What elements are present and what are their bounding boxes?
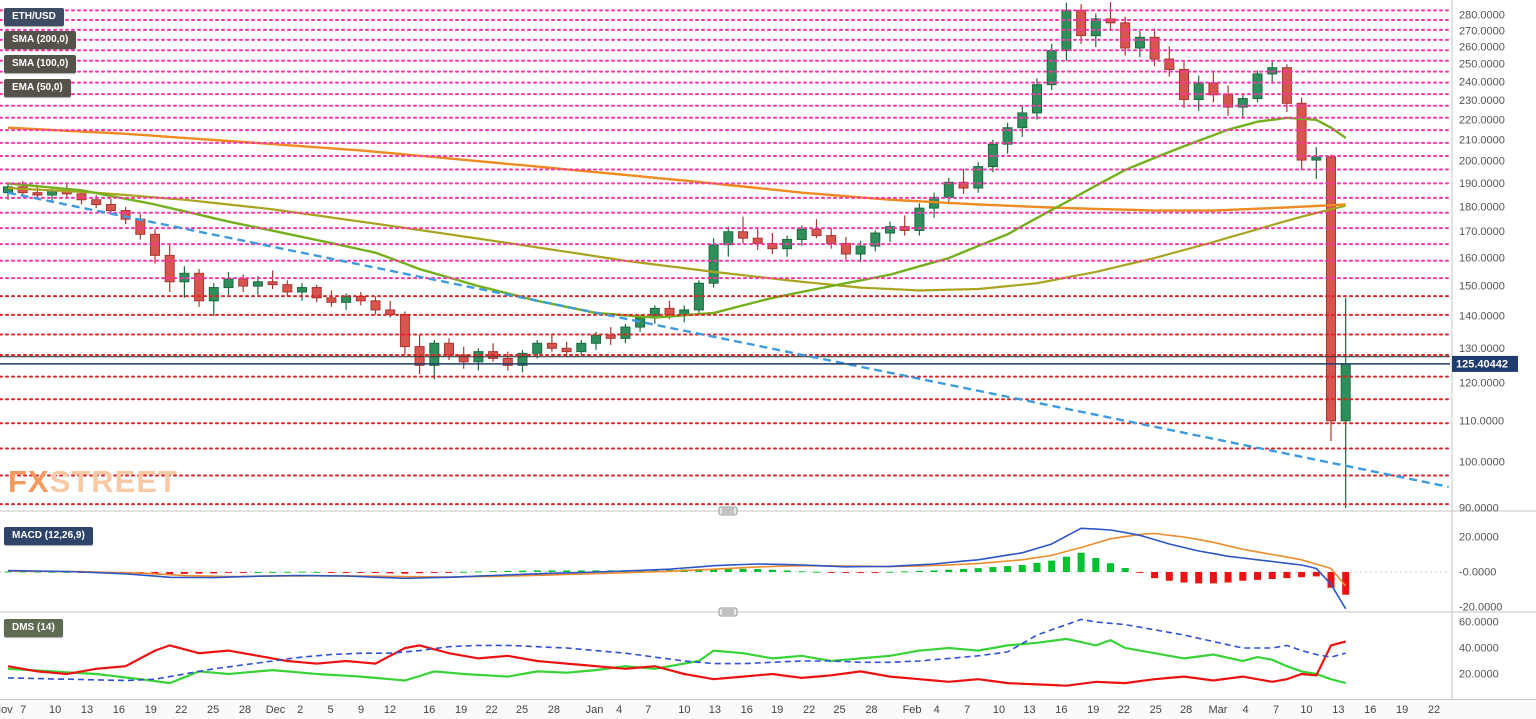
svg-text:4: 4 <box>1242 704 1248 716</box>
svg-text:190.0000: 190.0000 <box>1459 178 1505 190</box>
svg-text:Jan: Jan <box>586 704 604 716</box>
svg-text:180.0000: 180.0000 <box>1459 201 1505 213</box>
macd-histogram <box>4 552 1350 595</box>
svg-text:125.40442: 125.40442 <box>1456 358 1508 370</box>
svg-text:220.0000: 220.0000 <box>1459 114 1505 126</box>
svg-text:-20.0000: -20.0000 <box>1459 602 1502 614</box>
svg-text:22: 22 <box>803 704 815 716</box>
dms-line-minusdi <box>7 640 1346 687</box>
svg-text:16: 16 <box>423 704 435 716</box>
svg-text:28: 28 <box>548 704 560 716</box>
svg-text:250.0000: 250.0000 <box>1459 59 1505 71</box>
svg-text:19: 19 <box>455 704 467 716</box>
svg-text:10: 10 <box>1300 704 1312 716</box>
svg-text:210.0000: 210.0000 <box>1459 134 1505 146</box>
dms-badge[interactable]: DMS (14) <box>4 619 63 637</box>
svg-text:25: 25 <box>833 704 845 716</box>
svg-text:160.0000: 160.0000 <box>1459 253 1505 265</box>
svg-text:19: 19 <box>1396 704 1408 716</box>
svg-text:16: 16 <box>1055 704 1067 716</box>
svg-text:25: 25 <box>516 704 528 716</box>
svg-text:150.0000: 150.0000 <box>1459 281 1505 293</box>
date-axis-strip[interactable] <box>0 700 1536 719</box>
sma100-badge[interactable]: SMA (100,0) <box>4 55 77 73</box>
svg-text:Mar: Mar <box>1209 704 1228 716</box>
svg-text:7: 7 <box>645 704 651 716</box>
svg-text:120.0000: 120.0000 <box>1459 378 1505 390</box>
watermark-street: STREET <box>49 464 178 499</box>
svg-text:130.0000: 130.0000 <box>1459 343 1505 355</box>
svg-text:25: 25 <box>207 704 219 716</box>
svg-text:100.0000: 100.0000 <box>1459 457 1505 469</box>
svg-text:28: 28 <box>865 704 877 716</box>
svg-text:25: 25 <box>1150 704 1162 716</box>
svg-text:2: 2 <box>297 704 303 716</box>
dms-line-plusdi <box>7 637 1346 685</box>
svg-text:170.0000: 170.0000 <box>1459 226 1505 238</box>
watermark-fx: FX <box>8 464 50 499</box>
svg-text:4: 4 <box>934 704 940 716</box>
svg-text:19: 19 <box>771 704 783 716</box>
sma200-badge[interactable]: SMA (200,0) <box>4 31 77 49</box>
macd-main-line <box>7 527 1347 610</box>
splitter-grip-1[interactable] <box>718 506 738 516</box>
last-price-badge <box>1452 355 1518 372</box>
svg-text:22: 22 <box>1118 704 1130 716</box>
svg-text:28: 28 <box>1180 704 1192 716</box>
svg-text:240.0000: 240.0000 <box>1459 76 1505 88</box>
svg-text:13: 13 <box>1332 704 1344 716</box>
svg-text:9: 9 <box>358 704 364 716</box>
svg-text:260.0000: 260.0000 <box>1459 42 1505 54</box>
svg-text:7: 7 <box>1273 704 1279 716</box>
macd-badge[interactable]: MACD (12,26,9) <box>4 527 93 545</box>
svg-text:10: 10 <box>993 704 1005 716</box>
svg-text:12: 12 <box>384 704 396 716</box>
ema50-badge[interactable]: EMA (50,0) <box>4 79 71 97</box>
fxstreet-watermark: FXSTREET <box>8 464 178 500</box>
svg-text:16: 16 <box>113 704 125 716</box>
svg-text:7: 7 <box>20 704 26 716</box>
pivot-lines-layer <box>0 9 1451 506</box>
svg-text:28: 28 <box>239 704 251 716</box>
svg-text:22: 22 <box>485 704 497 716</box>
splitter-grip-2[interactable] <box>718 607 738 617</box>
svg-text:19: 19 <box>145 704 157 716</box>
svg-text:200.0000: 200.0000 <box>1459 156 1505 168</box>
svg-text:10: 10 <box>49 704 61 716</box>
svg-text:280.0000: 280.0000 <box>1459 10 1505 22</box>
svg-text:20.0000: 20.0000 <box>1459 669 1499 681</box>
svg-text:Nov: Nov <box>0 704 13 716</box>
svg-text:5: 5 <box>328 704 334 716</box>
svg-text:Dec: Dec <box>266 704 286 716</box>
svg-text:140.0000: 140.0000 <box>1459 311 1505 323</box>
svg-text:40.0000: 40.0000 <box>1459 643 1499 655</box>
svg-text:10: 10 <box>678 704 690 716</box>
svg-text:16: 16 <box>1364 704 1376 716</box>
dms-line-adx <box>7 618 1346 682</box>
sma200-line <box>7 126 1346 212</box>
svg-text:4: 4 <box>616 704 622 716</box>
svg-text:7: 7 <box>964 704 970 716</box>
svg-text:270.0000: 270.0000 <box>1459 25 1505 37</box>
svg-text:90.0000: 90.0000 <box>1459 503 1499 515</box>
svg-text:22: 22 <box>1428 704 1440 716</box>
descending-trendline[interactable] <box>7 191 1449 488</box>
svg-text:13: 13 <box>1023 704 1035 716</box>
svg-text:Feb: Feb <box>903 704 922 716</box>
svg-text:20.0000: 20.0000 <box>1459 532 1499 544</box>
svg-text:16: 16 <box>741 704 753 716</box>
svg-text:13: 13 <box>709 704 721 716</box>
sma100-line <box>7 186 1346 292</box>
svg-text:19: 19 <box>1087 704 1099 716</box>
svg-text:22: 22 <box>175 704 187 716</box>
svg-text:-0.0000: -0.0000 <box>1459 567 1496 579</box>
svg-text:13: 13 <box>81 704 93 716</box>
svg-text:230.0000: 230.0000 <box>1459 95 1505 107</box>
ema50-line <box>7 116 1347 319</box>
svg-text:60.0000: 60.0000 <box>1459 617 1499 629</box>
symbol-badge[interactable]: ETH/USD <box>4 8 64 26</box>
svg-text:110.0000: 110.0000 <box>1459 415 1504 427</box>
